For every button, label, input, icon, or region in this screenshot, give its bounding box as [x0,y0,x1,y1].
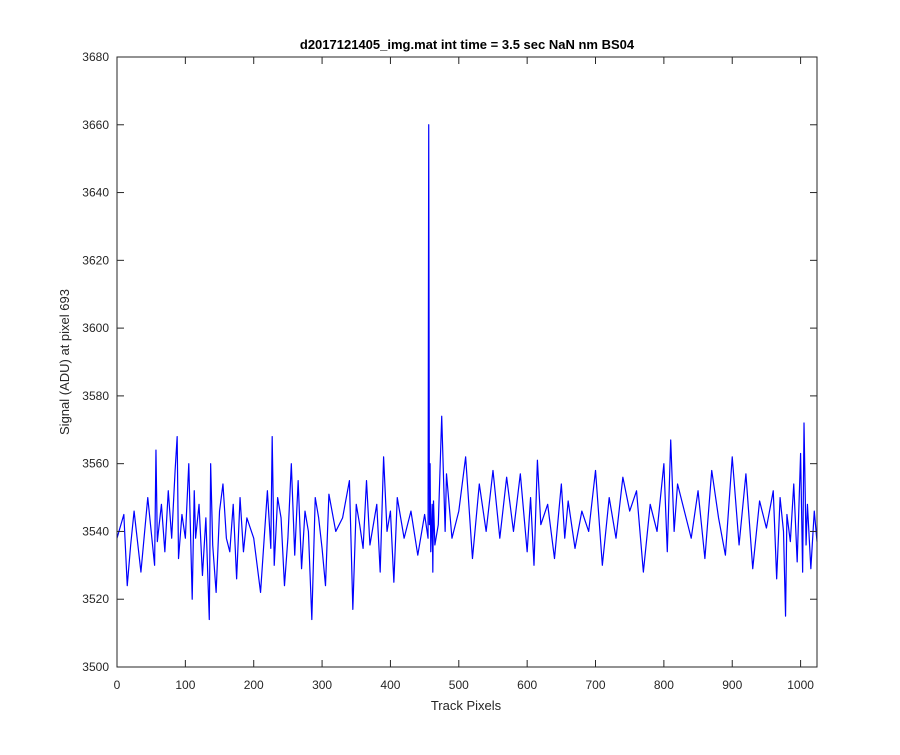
y-tick-label: 3500 [82,660,109,674]
y-tick-label: 3660 [82,118,109,132]
y-tick-label: 3520 [82,592,109,606]
x-tick-label: 900 [722,678,742,692]
y-axis-label: Signal (ADU) at pixel 693 [57,289,72,435]
x-tick-label: 600 [517,678,537,692]
y-tick-label: 3600 [82,321,109,335]
x-axis-label: Track Pixels [431,698,502,713]
x-tick-label: 200 [244,678,264,692]
series-line-0 [116,124,818,621]
y-tick-label: 3580 [82,389,109,403]
plot-background [117,57,817,667]
y-tick-label: 3620 [82,253,109,267]
x-tick-label: 0 [114,678,121,692]
y-tick-label: 3540 [82,524,109,538]
axes-box [116,56,818,668]
x-tick-label: 300 [312,678,332,692]
x-tick-label: 500 [449,678,469,692]
x-tick-label: 700 [586,678,606,692]
x-tick-label: 400 [380,678,400,692]
x-tick-label: 800 [654,678,674,692]
y-tick-label: 3560 [82,457,109,471]
y-tick-label: 3640 [82,186,109,200]
x-tick-label: 1000 [787,678,814,692]
y-tick-label: 3680 [82,50,109,64]
x-tick-label: 100 [175,678,195,692]
plot-area: 0 100 200 300 400 500 600 700 800 900 1000 3500 3520… [82,50,818,692]
chart-title: d2017121405_img.mat int time = 3.5 sec N… [300,37,635,52]
